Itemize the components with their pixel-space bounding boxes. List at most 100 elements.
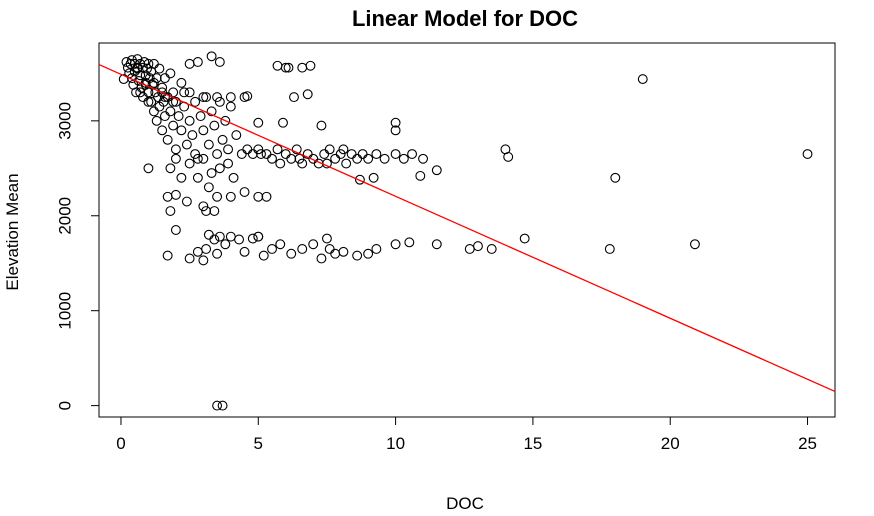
data-point (209, 206, 220, 216)
data-point (305, 60, 316, 71)
data-point (225, 92, 236, 103)
data-point (431, 239, 442, 250)
data-point (206, 51, 217, 62)
data-point (308, 239, 319, 250)
data-point (209, 120, 220, 131)
data-point (297, 62, 308, 73)
data-point (297, 158, 308, 169)
data-point (165, 163, 176, 174)
data-point (162, 191, 173, 202)
data-point (212, 248, 223, 259)
data-point (157, 125, 168, 136)
x-tick-label: 15 (523, 434, 542, 453)
data-point (352, 153, 363, 164)
data-point (176, 125, 187, 136)
data-point (503, 151, 514, 162)
data-point (170, 225, 181, 235)
data-point (170, 96, 181, 107)
data-point (272, 60, 283, 71)
data-point (195, 111, 206, 122)
x-tick-label: 5 (254, 434, 263, 453)
data-point (179, 87, 190, 98)
data-point (297, 244, 308, 254)
data-point (206, 168, 217, 178)
data-point (330, 153, 341, 164)
data-point (275, 158, 286, 169)
data-point (132, 63, 143, 74)
data-point (294, 153, 305, 164)
data-point (220, 239, 231, 250)
data-point (151, 115, 162, 126)
data-point (242, 144, 253, 155)
data-point (184, 253, 195, 264)
data-point (198, 125, 209, 136)
data-point (159, 111, 170, 122)
data-point (212, 400, 223, 411)
data-point (176, 172, 187, 183)
data-point (352, 250, 363, 261)
data-point (225, 191, 236, 202)
data-point (316, 120, 327, 131)
data-point (184, 115, 195, 126)
data-point (291, 144, 302, 155)
data-point (192, 172, 203, 183)
data-point (330, 248, 341, 259)
data-point (473, 241, 483, 252)
data-point (157, 87, 168, 98)
data-point (289, 92, 299, 103)
data-point (431, 165, 442, 176)
x-tick-label: 0 (116, 434, 125, 453)
data-point (135, 87, 146, 98)
data-point (258, 250, 269, 261)
data-point (286, 153, 297, 164)
data-point (170, 144, 181, 155)
data-point (321, 233, 332, 244)
data-point (212, 191, 223, 202)
data-point (214, 96, 225, 107)
data-point (190, 149, 201, 160)
data-point (143, 163, 154, 174)
data-point (379, 153, 390, 164)
data-point (184, 158, 195, 169)
data-point (275, 239, 286, 250)
data-point (165, 68, 176, 79)
data-point (228, 172, 239, 183)
data-point (150, 87, 161, 98)
data-point (184, 58, 195, 69)
data-point (267, 153, 277, 164)
data-point (184, 87, 195, 98)
data-point (190, 96, 201, 107)
data-point (148, 77, 159, 88)
data-point (217, 400, 228, 411)
data-points (118, 51, 813, 411)
y-tick-label: 2000 (55, 197, 74, 235)
data-point (418, 153, 429, 164)
data-point (253, 191, 264, 202)
data-point (170, 189, 181, 200)
data-point (168, 87, 179, 98)
data-point (390, 239, 401, 250)
data-point (170, 153, 181, 164)
data-point (637, 74, 648, 85)
data-point (278, 117, 288, 128)
data-point (256, 149, 266, 160)
data-point (302, 89, 313, 100)
data-point (176, 77, 187, 88)
data-point (203, 139, 214, 150)
data-point (247, 233, 258, 244)
data-point (231, 130, 242, 141)
data-point (192, 246, 203, 257)
data-point (283, 62, 294, 73)
data-point (206, 106, 217, 117)
data-point (390, 125, 401, 136)
data-point (407, 149, 418, 160)
data-point (242, 91, 253, 102)
y-tick-label: 1000 (55, 292, 74, 330)
data-point (159, 92, 170, 103)
data-point (464, 244, 475, 254)
data-point (165, 106, 176, 117)
data-point (159, 73, 170, 84)
data-point (201, 92, 212, 103)
data-point (132, 54, 143, 65)
data-point (198, 153, 209, 164)
